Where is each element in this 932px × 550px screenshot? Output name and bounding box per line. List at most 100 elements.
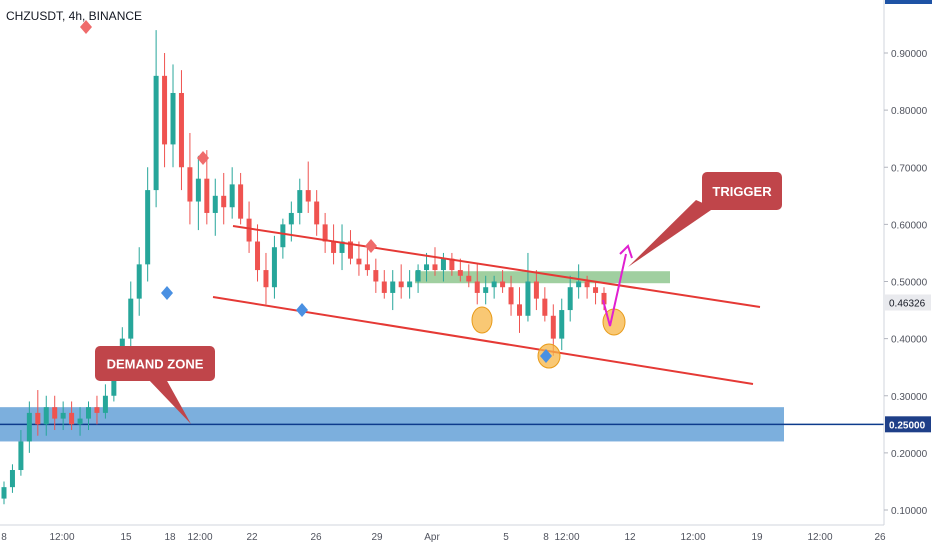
candle-body	[69, 412, 75, 425]
candle-body	[178, 92, 184, 168]
x-tick-label: 19	[751, 532, 763, 543]
price-axis	[884, 0, 932, 550]
x-tick-label: 8	[543, 532, 549, 543]
candle-body	[153, 75, 159, 191]
candle-body	[170, 92, 176, 145]
candle-body	[246, 218, 252, 242]
demand-zone-callout-label: DEMAND ZONE	[107, 357, 204, 372]
candle-body	[356, 258, 362, 265]
channel-upper-line	[232, 225, 761, 308]
candle-body	[128, 298, 134, 339]
x-tick-label: 12	[624, 532, 636, 543]
buy-marker	[540, 349, 552, 363]
candle-body	[381, 281, 387, 293]
candle-body	[424, 264, 430, 271]
candle-body	[550, 315, 556, 339]
candle-body	[288, 212, 294, 225]
y-tick-label: 0.50000	[891, 278, 928, 289]
candle-body	[263, 270, 269, 288]
x-tick-label: 29	[371, 532, 383, 543]
y-tick-label: 0.70000	[891, 163, 928, 174]
candle-body	[204, 178, 210, 213]
buy-marker	[296, 303, 308, 317]
candle-body	[390, 281, 396, 293]
x-tick-label: 12:00	[187, 532, 212, 543]
y-tick-label: 0.80000	[891, 106, 928, 117]
trigger-zone	[415, 271, 670, 284]
candle-body	[271, 247, 277, 288]
y-tick-label: 0.30000	[891, 392, 928, 403]
trigger-callout-box	[702, 172, 782, 210]
candle-body	[297, 190, 303, 213]
trigger-callout-pointer	[628, 200, 714, 267]
demand-zone-callout-pointer	[148, 379, 191, 424]
candle-body	[373, 270, 379, 282]
buy-marker	[161, 286, 173, 300]
candle-body	[364, 264, 370, 271]
candle-body	[525, 281, 531, 316]
candle-body	[26, 412, 32, 442]
x-tick-label: 22	[246, 532, 258, 543]
zones	[0, 271, 884, 442]
candle-body	[221, 195, 227, 208]
x-tick-label: Apr	[424, 532, 440, 543]
y-tick-label: 0.10000	[891, 506, 928, 517]
x-tick-label: 8	[1, 532, 7, 543]
y-tick-label: 0.20000	[891, 449, 928, 460]
x-tick-label: 26	[310, 532, 322, 543]
candle-body	[18, 441, 24, 471]
x-tick-label: 5	[503, 532, 509, 543]
candle-body	[9, 470, 15, 488]
candle-body	[457, 270, 463, 276]
candle-body	[466, 275, 472, 282]
candle-body	[449, 258, 455, 271]
last-price-label: 0.46326	[889, 298, 926, 309]
x-tick-label: 12:00	[680, 532, 705, 543]
y-tick-label: 0.40000	[891, 335, 928, 346]
candle-body	[162, 75, 168, 145]
candle-body	[255, 241, 261, 271]
y-tick-label: 0.90000	[891, 49, 928, 60]
level-price-label: 0.25000	[889, 420, 926, 431]
candle-body	[593, 287, 599, 293]
projection-path	[602, 253, 627, 327]
candle-body	[474, 281, 480, 293]
y-tick-label: 0.60000	[891, 220, 928, 231]
highlight-circle	[471, 306, 493, 334]
candle-body	[212, 195, 218, 213]
candle-body	[136, 264, 142, 299]
projection-arrowhead	[619, 244, 633, 259]
price-axis-top-bar	[885, 0, 932, 4]
candle-body	[508, 287, 514, 305]
sell-marker	[197, 151, 209, 165]
x-tick-label: 12:00	[49, 532, 74, 543]
candle-body	[280, 224, 286, 248]
x-tick-label: 12:00	[554, 532, 579, 543]
candle-body	[440, 258, 446, 271]
x-tick-label: 18	[164, 532, 176, 543]
candle-body	[601, 292, 607, 305]
candle-body	[407, 281, 413, 288]
candle-body	[500, 281, 506, 288]
candle-body	[398, 281, 404, 288]
candle-body	[584, 281, 590, 288]
candle-body	[195, 178, 201, 202]
x-tick-label: 15	[120, 532, 132, 543]
chart-title: CHZUSDT, 4h, BINANCE	[6, 9, 143, 23]
candle-body	[145, 190, 151, 265]
candle-body	[229, 184, 235, 208]
candle-body	[567, 287, 573, 311]
candle-body	[415, 270, 421, 282]
candle-body	[491, 281, 497, 288]
level-price-tag	[885, 416, 931, 433]
candle-body	[187, 167, 193, 202]
candle-body	[52, 407, 58, 419]
trigger-callout-label: TRIGGER	[712, 184, 772, 199]
overlays: DEMAND ZONE TRIGGER	[80, 20, 782, 424]
candle-body	[559, 310, 565, 339]
candle-body	[331, 241, 337, 253]
candle-body	[576, 281, 582, 288]
candle-body	[339, 241, 345, 253]
